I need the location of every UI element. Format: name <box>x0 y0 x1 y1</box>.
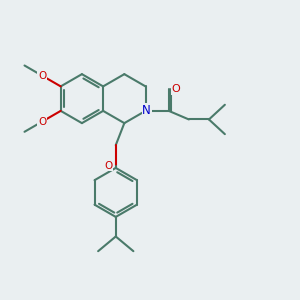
Text: O: O <box>38 70 46 81</box>
Text: N: N <box>142 104 151 117</box>
Text: O: O <box>172 84 181 94</box>
Text: O: O <box>104 161 113 171</box>
Text: O: O <box>38 117 46 127</box>
